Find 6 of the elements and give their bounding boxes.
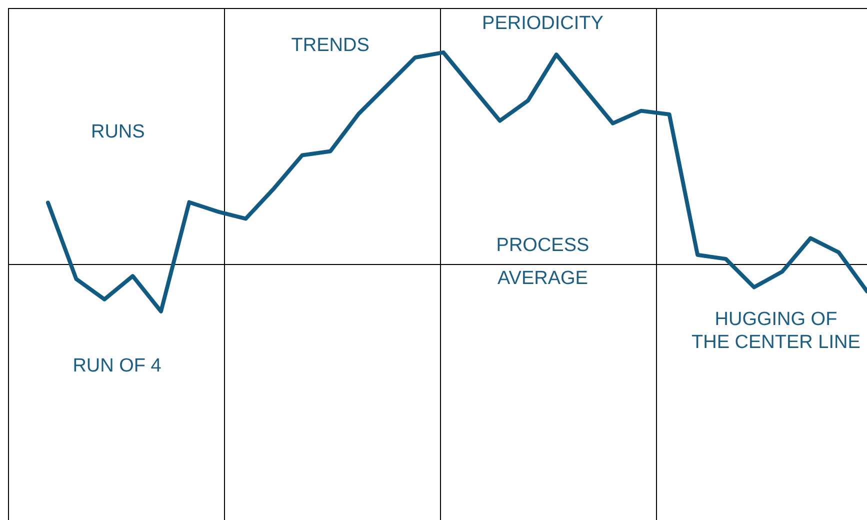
text: PERIODICITY [482,13,604,34]
annotation: RUNS [90,121,145,142]
annotation: HUGGING OF THE CENTER LINE [692,308,860,353]
annotation: TRENDS [291,34,370,56]
annotation: PROCESS AVERAGE [496,234,590,289]
text: RUN OF 4 [72,355,162,376]
